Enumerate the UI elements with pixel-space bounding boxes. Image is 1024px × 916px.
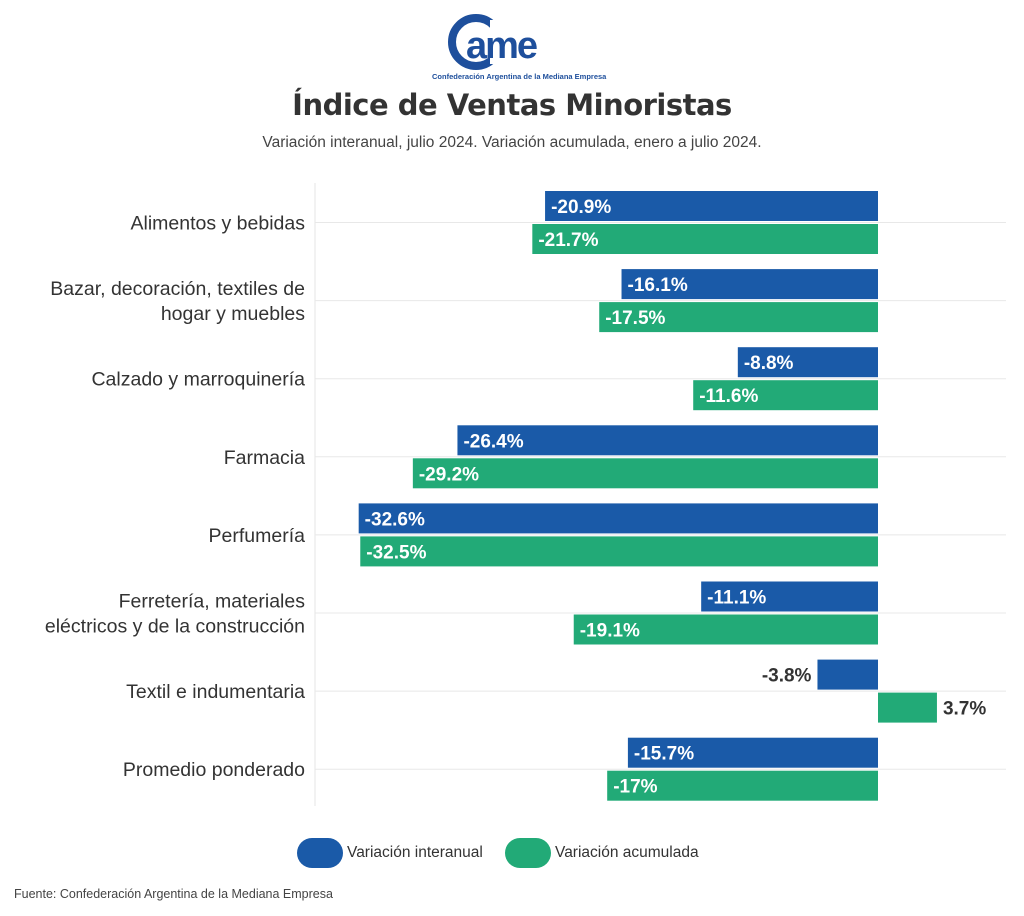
- bar: [693, 380, 878, 411]
- data-label: -29.2%: [419, 464, 479, 485]
- legend-swatch-interanual: [297, 838, 343, 868]
- bar: [621, 269, 878, 300]
- bar: [627, 737, 878, 768]
- bar: [457, 425, 878, 456]
- bar: [737, 347, 878, 378]
- category-label: Alimentos y bebidas: [130, 213, 305, 235]
- logo-subtext: Confederación Argentina de la Mediana Em…: [432, 72, 607, 81]
- bar: [701, 581, 878, 612]
- bar: [573, 614, 878, 645]
- category-label: Perfumería: [209, 525, 306, 547]
- legend-swatch-acumulada: [505, 838, 551, 868]
- category-label: Textil e indumentaria: [126, 681, 305, 703]
- chart-title: Índice de Ventas Minoristas: [292, 88, 732, 122]
- bar: [607, 770, 878, 801]
- data-label: -20.9%: [551, 197, 611, 218]
- data-label: -17%: [613, 777, 657, 798]
- legend-label-acumulada: Variación acumulada: [555, 844, 699, 861]
- svg-text:ame: ame: [466, 25, 537, 67]
- chart-subtitle: Variación interanual, julio 2024. Variac…: [262, 134, 762, 151]
- category-label: Calzado y marroquinería: [91, 369, 305, 391]
- bar: [878, 692, 937, 723]
- data-label: -11.6%: [699, 386, 758, 407]
- data-label: -11.1%: [707, 588, 766, 609]
- data-label: -32.5%: [366, 542, 426, 563]
- data-label: -19.1%: [580, 621, 640, 642]
- bar: [599, 302, 878, 333]
- bar: [545, 191, 878, 221]
- source-note: Fuente: Confederación Argentina de la Me…: [14, 887, 333, 901]
- category-label: Ferretería, materiales: [119, 591, 306, 613]
- data-label: -15.7%: [634, 744, 694, 765]
- bar: [817, 659, 878, 690]
- data-label: -26.4%: [463, 431, 523, 452]
- data-label: -32.6%: [365, 509, 425, 530]
- category-label: Bazar, decoración, textiles de: [50, 278, 305, 300]
- category-label: Farmacia: [224, 447, 305, 469]
- data-label: -21.7%: [538, 230, 598, 251]
- bar: [532, 224, 878, 254]
- data-label: -16.1%: [628, 275, 688, 296]
- came-logo: ame Confederación Argentina de la Median…: [432, 14, 607, 86]
- bar-chart: Alimentos y bebidas -20.9% -21.7% Bazar, de…: [45, 183, 1006, 806]
- data-label: -8.8%: [744, 353, 794, 374]
- bar: [412, 458, 878, 489]
- category-label: eléctricos y de la construcción: [45, 616, 305, 638]
- category-label: hogar y muebles: [161, 303, 305, 325]
- bar: [358, 503, 878, 534]
- data-label: -17.5%: [605, 308, 665, 329]
- legend: Variación interanual Variación acumulada: [0, 836, 1024, 870]
- category-label: Promedio ponderado: [123, 759, 305, 781]
- came-logo-mark: ame: [448, 14, 539, 70]
- bar: [360, 536, 878, 567]
- data-label: 3.7%: [943, 699, 986, 720]
- data-label: -3.8%: [762, 666, 812, 687]
- legend-label-interanual: Variación interanual: [347, 844, 483, 861]
